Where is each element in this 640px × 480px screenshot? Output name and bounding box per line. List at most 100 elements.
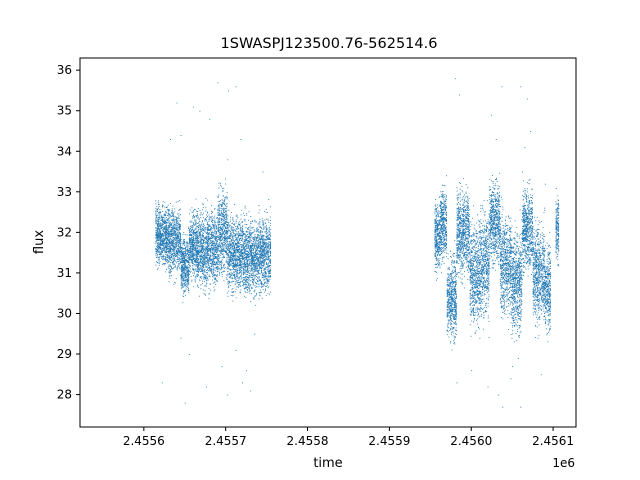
data-point <box>168 242 170 244</box>
data-point <box>231 288 233 290</box>
data-point <box>172 258 174 260</box>
data-point <box>214 215 216 217</box>
data-point <box>225 206 227 208</box>
data-point <box>159 239 161 241</box>
data-point <box>170 224 172 226</box>
data-point <box>171 243 173 245</box>
data-point <box>207 224 209 226</box>
data-point <box>257 229 259 231</box>
data-point <box>157 228 159 230</box>
data-point <box>200 267 202 269</box>
data-point <box>174 223 176 225</box>
data-point <box>192 232 194 234</box>
data-point <box>171 228 172 230</box>
data-point <box>200 250 202 252</box>
data-point <box>184 258 185 260</box>
data-point <box>169 242 171 244</box>
data-point <box>186 267 188 269</box>
data-point <box>229 232 231 234</box>
data-point <box>178 220 180 222</box>
data-point <box>210 248 212 249</box>
data-point <box>220 231 221 233</box>
data-point <box>200 262 202 263</box>
data-point <box>162 237 164 239</box>
data-point <box>175 224 177 226</box>
data-point <box>220 212 222 214</box>
data-point <box>169 257 171 259</box>
data-point <box>195 235 197 237</box>
data-point <box>178 254 180 256</box>
data-point <box>188 270 190 272</box>
data-point <box>220 223 222 225</box>
data-point <box>171 254 173 256</box>
data-point <box>202 246 203 248</box>
data-point <box>173 245 175 247</box>
data-point <box>200 242 202 244</box>
data-point <box>171 215 173 217</box>
data-point <box>194 268 196 270</box>
data-point <box>166 253 168 255</box>
data-point <box>201 245 203 247</box>
data-point <box>177 265 179 267</box>
data-point <box>238 256 240 258</box>
data-point <box>204 285 206 287</box>
data-point <box>182 261 184 263</box>
data-point <box>231 261 233 263</box>
data-point <box>238 268 240 270</box>
data-point <box>223 224 225 226</box>
data-point <box>228 256 230 258</box>
data-point <box>192 227 194 229</box>
data-point <box>179 245 181 246</box>
data-point <box>155 251 157 252</box>
data-point <box>192 257 194 259</box>
data-point <box>190 251 192 252</box>
data-point <box>194 248 196 250</box>
data-point <box>206 256 208 258</box>
data-point <box>204 237 206 239</box>
data-point <box>213 227 215 229</box>
data-point <box>237 235 239 237</box>
data-point <box>181 247 183 248</box>
data-point <box>194 223 196 225</box>
data-point <box>183 268 185 269</box>
data-point <box>202 268 203 270</box>
data-point <box>157 200 159 202</box>
data-point <box>212 248 214 250</box>
data-point <box>171 226 172 228</box>
data-point <box>202 234 204 236</box>
data-point <box>203 252 205 254</box>
data-point <box>226 191 228 193</box>
data-point <box>155 215 157 217</box>
data-point <box>226 242 228 243</box>
data-point <box>166 243 168 245</box>
data-point <box>227 253 229 254</box>
data-point <box>223 280 225 282</box>
data-point <box>177 233 179 235</box>
data-point <box>198 240 199 242</box>
data-point <box>238 252 239 254</box>
data-point <box>238 239 240 241</box>
data-point <box>162 231 164 233</box>
data-point <box>235 297 237 299</box>
data-point <box>192 261 194 263</box>
data-point <box>155 253 157 255</box>
data-point <box>206 262 208 263</box>
data-point <box>156 252 158 254</box>
data-point <box>208 267 210 269</box>
data-point <box>234 239 236 241</box>
data-point <box>211 252 213 254</box>
data-point <box>206 253 208 255</box>
data-point <box>181 251 183 253</box>
data-point <box>206 246 208 248</box>
data-point <box>251 236 253 238</box>
data-point <box>200 257 202 259</box>
data-point <box>194 259 195 261</box>
data-point <box>155 243 157 245</box>
data-point <box>199 235 201 237</box>
data-point <box>184 284 186 286</box>
data-point <box>168 260 170 262</box>
data-point <box>252 287 253 289</box>
data-point <box>167 227 169 229</box>
data-point <box>169 224 171 226</box>
data-point <box>176 213 178 215</box>
